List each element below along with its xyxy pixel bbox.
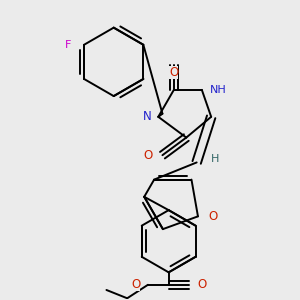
Text: F: F [65,40,72,50]
Text: N: N [143,110,152,123]
Text: O: O [144,149,153,162]
Text: O: O [197,278,206,291]
Text: O: O [209,210,218,223]
Text: NH: NH [210,85,226,95]
Text: O: O [131,278,140,291]
Text: H: H [211,154,219,164]
Text: O: O [169,66,178,79]
